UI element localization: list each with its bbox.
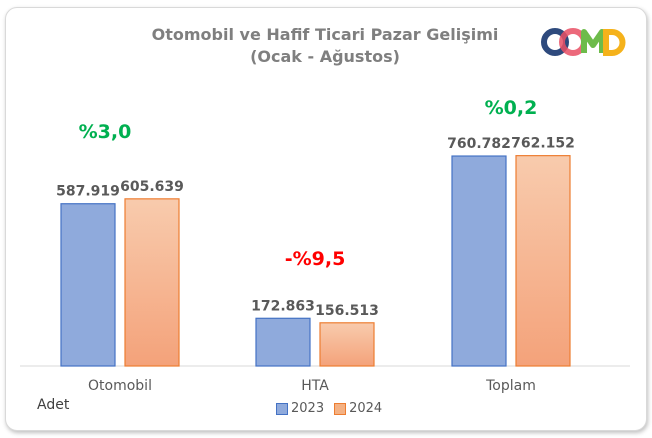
value-label-2024-otomobil: 605.639 xyxy=(120,179,184,195)
value-labels-group: 587.919 605.639 172.863 156.513 760.782 762.1… xyxy=(56,136,575,319)
category-label-hta: HTA xyxy=(301,378,329,394)
chart-subtitle: (Ocak - Ağustos) xyxy=(250,47,400,66)
annotations-group: %3,0 -%9,5 %0,2 xyxy=(79,97,538,270)
bar-2024-otomobil xyxy=(124,198,180,367)
bar-2024-hta xyxy=(319,322,375,367)
category-labels-group: Otomobil HTA Toplam xyxy=(88,378,536,394)
legend-item-2024: 2024 xyxy=(334,401,382,416)
bar-2023-otomobil xyxy=(60,203,116,367)
category-label-toplam: Toplam xyxy=(485,378,536,394)
legend-label-2024: 2024 xyxy=(349,401,383,416)
odmd-logo xyxy=(541,28,626,56)
value-label-2023-hta: 172.863 xyxy=(251,298,315,314)
bar-2023-hta xyxy=(255,317,311,367)
value-label-2023-otomobil: 587.919 xyxy=(56,184,120,200)
value-label-2024-hta: 156.513 xyxy=(315,303,379,319)
legend-label-2023: 2023 xyxy=(291,401,325,416)
change-annotation-toplam: %0,2 xyxy=(485,97,538,119)
value-label-2023-toplam: 760.782 xyxy=(447,136,511,152)
change-annotation-otomobil: %3,0 xyxy=(79,121,132,143)
bar-2023-toplam xyxy=(451,155,507,367)
change-annotation-hta: -%9,5 xyxy=(285,248,346,270)
bar-2024-toplam xyxy=(515,155,571,367)
chart-title: Otomobil ve Hafif Ticari Pazar Gelişimi xyxy=(151,25,499,44)
bars-group xyxy=(60,155,571,367)
value-label-2024-toplam: 762.152 xyxy=(511,136,575,152)
legend-item-2023: 2023 xyxy=(276,401,324,416)
chart-title-block: Otomobil ve Hafif Ticari Pazar Gelişimi … xyxy=(100,24,550,68)
category-label-otomobil: Otomobil xyxy=(88,378,152,394)
legend-swatch-2024 xyxy=(334,402,347,415)
y-unit-label: Adet xyxy=(37,397,70,413)
legend-swatch-2023 xyxy=(276,402,288,415)
legend: 2023 2024 xyxy=(276,401,386,416)
